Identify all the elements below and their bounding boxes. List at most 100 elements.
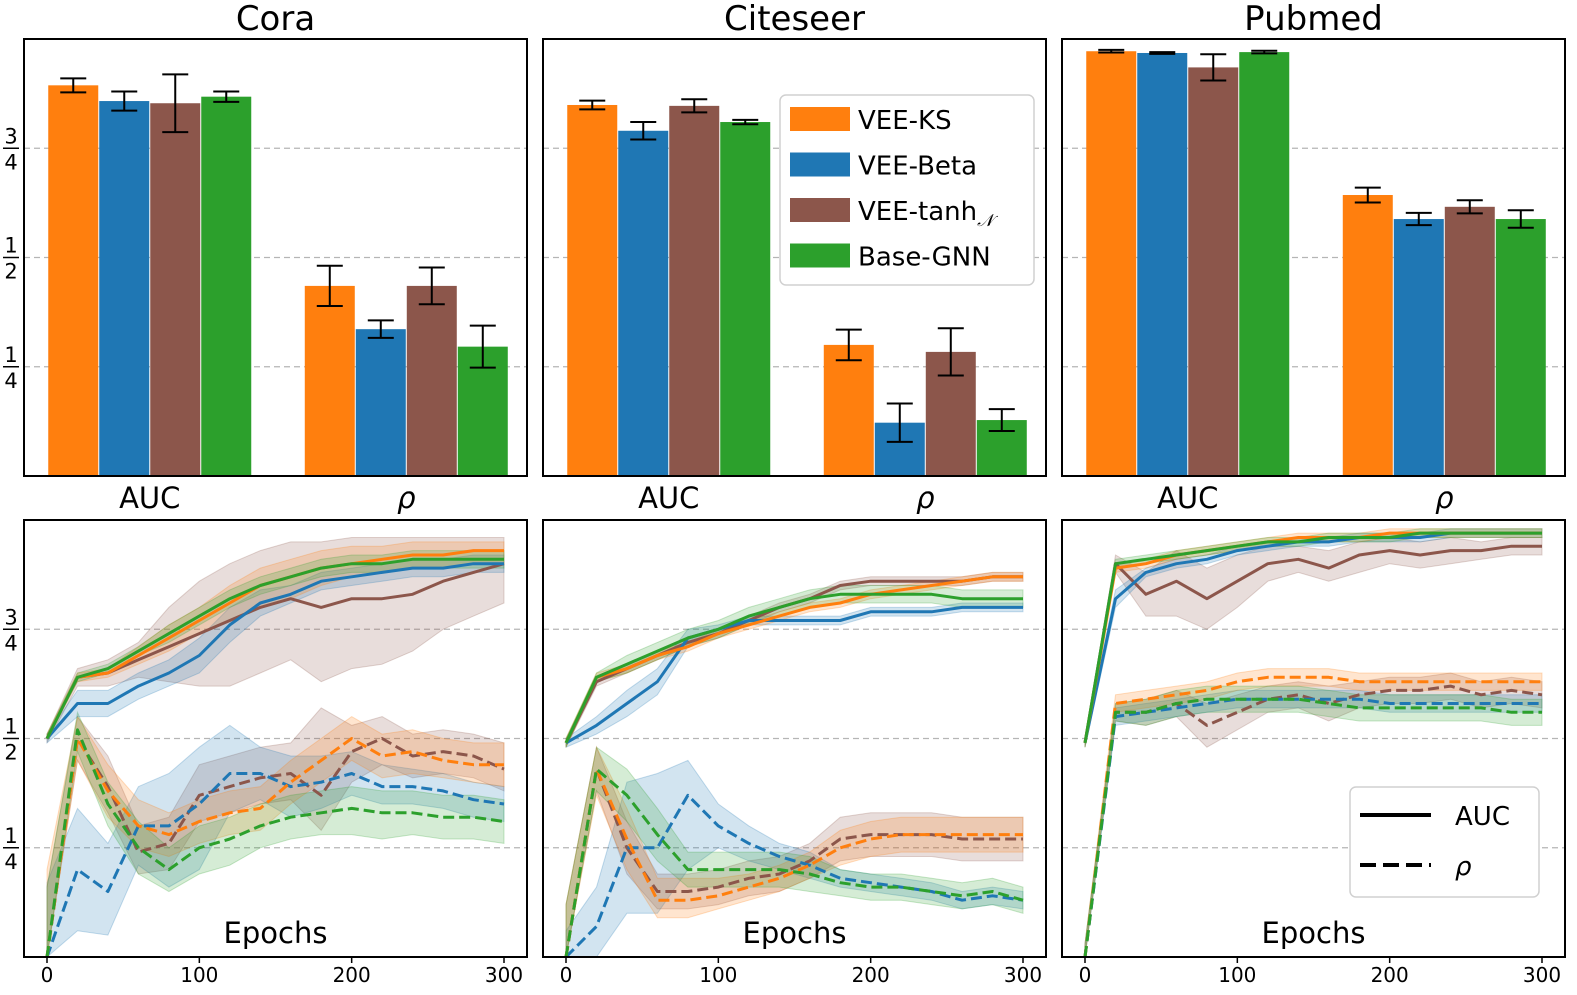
x-tick-label: 100 <box>1218 963 1256 987</box>
line-base-gnn-auc <box>564 592 1023 744</box>
line-vee-ks-auc <box>564 575 1023 744</box>
legend-label-dashed: ρ <box>1455 852 1472 882</box>
band-base-gnn-auc <box>1084 528 1543 748</box>
panel-title: Pubmed <box>1244 0 1383 39</box>
legend-swatch-vee-tanh <box>790 198 850 222</box>
bar-base-gnn-auc <box>201 96 252 477</box>
category-label: AUC <box>1157 481 1218 515</box>
x-tick-label: 0 <box>1079 963 1092 987</box>
legend-label-solid: AUC <box>1455 802 1510 832</box>
y-tick-label-1-num: 1 <box>4 715 17 739</box>
line-vee-tanh-rho <box>564 767 1023 958</box>
line-vee-beta-auc <box>45 562 504 740</box>
line-legend: AUC ρ <box>1349 786 1540 898</box>
x-tick-label: 0 <box>41 963 54 987</box>
y-tick-label-2-num: 3 <box>4 124 17 148</box>
band-vee-tanh-rho <box>1084 672 1543 958</box>
category-label: ρ <box>1435 481 1454 515</box>
band-vee-tanh-rho <box>46 707 505 958</box>
x-tick-label: 100 <box>699 963 737 987</box>
bar-base-gnn-auc <box>720 122 771 476</box>
panel-title: Cora <box>236 0 315 39</box>
band-vee-tanh-auc <box>46 537 505 744</box>
line-vee-ks-rho <box>1083 675 1542 958</box>
y-tick-label-0-den: 4 <box>4 850 17 874</box>
line-base-gnn-rho <box>45 728 505 958</box>
legend-frame <box>1349 786 1540 898</box>
axes-frame <box>23 38 528 477</box>
line-vee-beta-rho <box>1083 697 1542 958</box>
band-base-gnn-rho <box>565 746 1024 958</box>
bar-vee-beta-rho <box>355 329 406 476</box>
line-base-gnn-auc <box>1083 531 1542 744</box>
bar-vee-tanh-auc <box>150 103 201 476</box>
legend-swatch-vee-beta <box>790 152 850 177</box>
line-vee-ks-rho <box>45 737 504 958</box>
bar-vee-beta-auc <box>99 101 150 476</box>
line-vee-tanh-auc <box>1083 544 1542 744</box>
line-vee-beta-rho <box>564 793 1024 959</box>
legend-swatch-base-gnn <box>790 243 850 268</box>
axes-frame <box>542 38 1047 477</box>
line-vee-tanh-auc <box>45 562 505 740</box>
line-panel-pubmed: Epochs 0 100 200 300 <box>1061 519 1566 987</box>
x-tick-label: 300 <box>1523 963 1561 987</box>
category-label: ρ <box>397 481 416 515</box>
category-label: AUC <box>638 481 699 515</box>
y-tick-label-2-den: 4 <box>4 631 17 655</box>
line-base-gnn-auc <box>45 557 504 740</box>
y-tick-label-1-den: 2 <box>4 741 17 765</box>
bar-legend: VEE-KS VEE-Beta VEE-tanh𝒩 Base-GNN <box>779 94 1035 286</box>
y-tick-label-1-den: 2 <box>4 260 17 284</box>
band-vee-tanh-rho <box>565 745 1024 958</box>
bar-vee-tanh-rho <box>1444 206 1495 477</box>
y-tick-label-2-den: 4 <box>4 150 17 174</box>
axes-frame <box>23 519 528 958</box>
line-vee-beta-auc <box>565 605 1023 745</box>
bar-vee-ks-auc <box>48 85 99 477</box>
bar-vee-beta-auc <box>1137 52 1188 476</box>
axes-frame <box>1061 519 1566 958</box>
legend-swatch-vee-ks <box>790 107 850 131</box>
band-vee-ks-rho <box>565 745 1024 958</box>
legend-label-vee-beta: VEE-Beta <box>858 152 977 182</box>
bar-base-gnn-rho <box>1495 219 1546 476</box>
band-vee-ks-auc <box>1084 528 1543 748</box>
x-tick-label: 100 <box>180 963 218 987</box>
line-panel-citeseer: Epochs 0 100 200 300 <box>542 519 1047 987</box>
bar-vee-tanh-auc <box>1188 67 1239 476</box>
x-axis-label: Epochs <box>224 916 328 950</box>
bar-vee-beta-auc <box>618 130 669 476</box>
bar-panel-pubmed: Pubmed AUC ρ <box>1061 0 1566 515</box>
bar-panel-citeseer: Citeseer AUC ρ <box>542 0 1047 515</box>
legend-frame <box>779 94 1035 286</box>
y-tick-label-0-den: 4 <box>4 369 17 393</box>
bar-vee-tanh-rho <box>406 285 457 476</box>
line-vee-beta-rho <box>45 772 505 958</box>
bar-base-gnn-auc <box>1239 52 1290 477</box>
bar-vee-ks-rho <box>304 285 355 476</box>
bar-vee-tanh-auc <box>669 105 720 477</box>
line-vee-tanh-rho <box>45 737 505 958</box>
x-tick-label: 200 <box>852 963 890 987</box>
y-tick-label-2-num: 3 <box>4 605 17 629</box>
x-tick-label: 200 <box>333 963 371 987</box>
x-axis-label: Epochs <box>1262 916 1366 950</box>
legend-label-base-gnn: Base-GNN <box>858 243 991 273</box>
category-label: ρ <box>916 481 935 515</box>
band-vee-beta-rho <box>46 724 505 959</box>
line-base-gnn-rho <box>1083 697 1542 958</box>
band-base-gnn-auc <box>46 550 505 739</box>
legend-label-vee-ks: VEE-KS <box>858 106 952 136</box>
y-tick-label-0-num: 1 <box>4 824 17 848</box>
x-axis-label: Epochs <box>743 916 847 950</box>
bar-vee-ks-rho <box>1342 195 1393 476</box>
y-tick-label-1-num: 1 <box>4 234 17 258</box>
bar-vee-ks-auc <box>567 104 618 476</box>
category-label: AUC <box>119 481 180 515</box>
legend-label-vee-tanh: VEE-tanh𝒩 <box>858 197 999 231</box>
axes-frame <box>1061 38 1566 477</box>
y-tick-label-0-num: 1 <box>4 343 17 367</box>
